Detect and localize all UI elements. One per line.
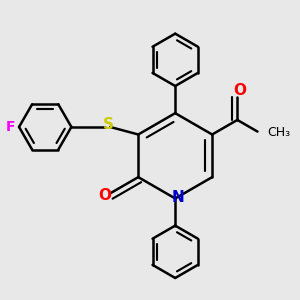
Text: N: N — [172, 190, 184, 205]
Text: O: O — [233, 83, 246, 98]
Text: CH₃: CH₃ — [267, 126, 290, 139]
Text: S: S — [103, 117, 114, 132]
Text: O: O — [98, 188, 111, 203]
Text: F: F — [6, 120, 15, 134]
